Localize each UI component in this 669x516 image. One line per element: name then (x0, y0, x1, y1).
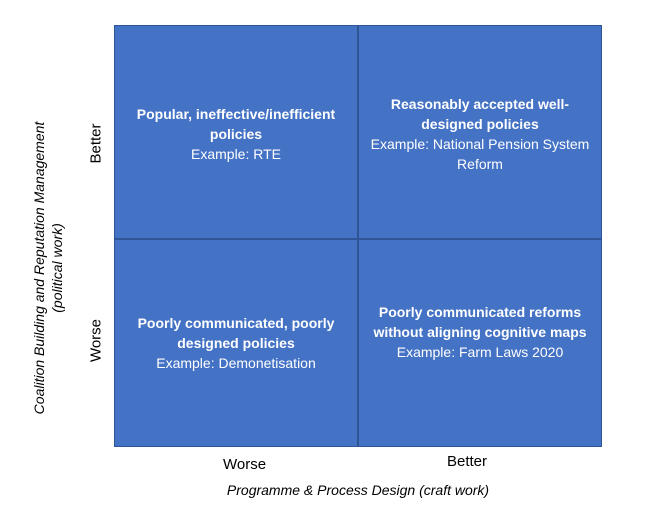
quadrant-heading: Poorly communicated reforms without alig… (373, 304, 587, 340)
quadrant-example: Example: Demonetisation (156, 355, 316, 371)
quadrant-bottom-left: Poorly communicated, poorly designed pol… (114, 239, 358, 447)
quadrant-top-left: Popular, ineffective/inefficient policie… (114, 25, 358, 239)
quadrant-heading: Reasonably accepted well-designed polici… (390, 96, 570, 132)
x-tick-better: Better (447, 453, 488, 470)
y-axis-title: Coalition Building and Reputation Manage… (30, 78, 66, 458)
quadrant-heading: Poorly communicated, poorly designed pol… (137, 315, 335, 351)
y-axis: Coalition Building and Reputation Manage… (18, 25, 65, 455)
quadrant-example: Example: National Pension System Reform (370, 136, 590, 172)
y-axis-title-line1: Coalition Building and Reputation Manage… (31, 121, 47, 415)
y-tick-worse: Worse (87, 318, 105, 363)
x-axis-title: Programme & Process Design (craft work) (226, 482, 490, 498)
quadrant-example: Example: Farm Laws 2020 (396, 344, 564, 360)
y-tick-better: Better (87, 123, 105, 164)
quadrant-example: Example: RTE (191, 146, 281, 162)
quadrant-top-right: Reasonably accepted well-designed polici… (358, 25, 602, 239)
quadrant-bottom-right: Poorly communicated reforms without alig… (358, 239, 602, 447)
y-axis-title-line2: (political work) (49, 223, 65, 313)
x-tick-worse: Worse (223, 456, 267, 473)
quadrant-grid: Popular, ineffective/inefficient policie… (114, 25, 602, 447)
quadrant-heading: Popular, ineffective/inefficient policie… (136, 106, 336, 142)
